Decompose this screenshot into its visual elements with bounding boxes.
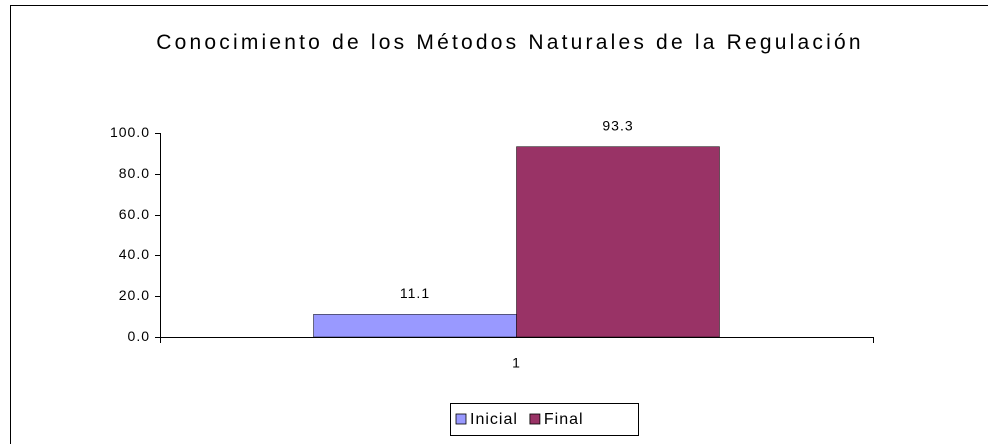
chart-border [10, 5, 988, 444]
y-tick-label: 80.0 [119, 165, 150, 181]
y-tick-label: 100.0 [110, 124, 150, 140]
data-label: 93.3 [602, 117, 633, 133]
legend-label: Inicial [470, 411, 518, 428]
legend-swatch [455, 413, 467, 425]
legend-swatch [529, 413, 541, 425]
y-tick-label: 20.0 [119, 287, 150, 303]
bar [516, 146, 720, 338]
legend-label: Final [544, 411, 584, 428]
legend-box [450, 403, 639, 436]
y-tick-label: 40.0 [119, 246, 150, 262]
data-label: 11.1 [400, 285, 430, 301]
bar [313, 314, 517, 338]
y-tick-label: 0.0 [128, 328, 150, 344]
y-tick-label: 60.0 [119, 206, 150, 222]
chart-title: Conocimiento de los Métodos Naturales de… [156, 31, 864, 54]
x-tick-label: 1 [512, 355, 521, 371]
